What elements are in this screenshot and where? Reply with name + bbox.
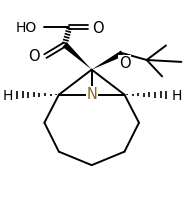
Text: O: O [92, 21, 103, 36]
Polygon shape [92, 51, 124, 70]
Text: H: H [3, 88, 13, 102]
Text: O: O [28, 48, 40, 63]
Text: N: N [86, 87, 97, 102]
Polygon shape [63, 43, 92, 70]
Text: H: H [171, 88, 182, 102]
Text: HO: HO [15, 21, 37, 35]
Text: O: O [119, 56, 130, 71]
